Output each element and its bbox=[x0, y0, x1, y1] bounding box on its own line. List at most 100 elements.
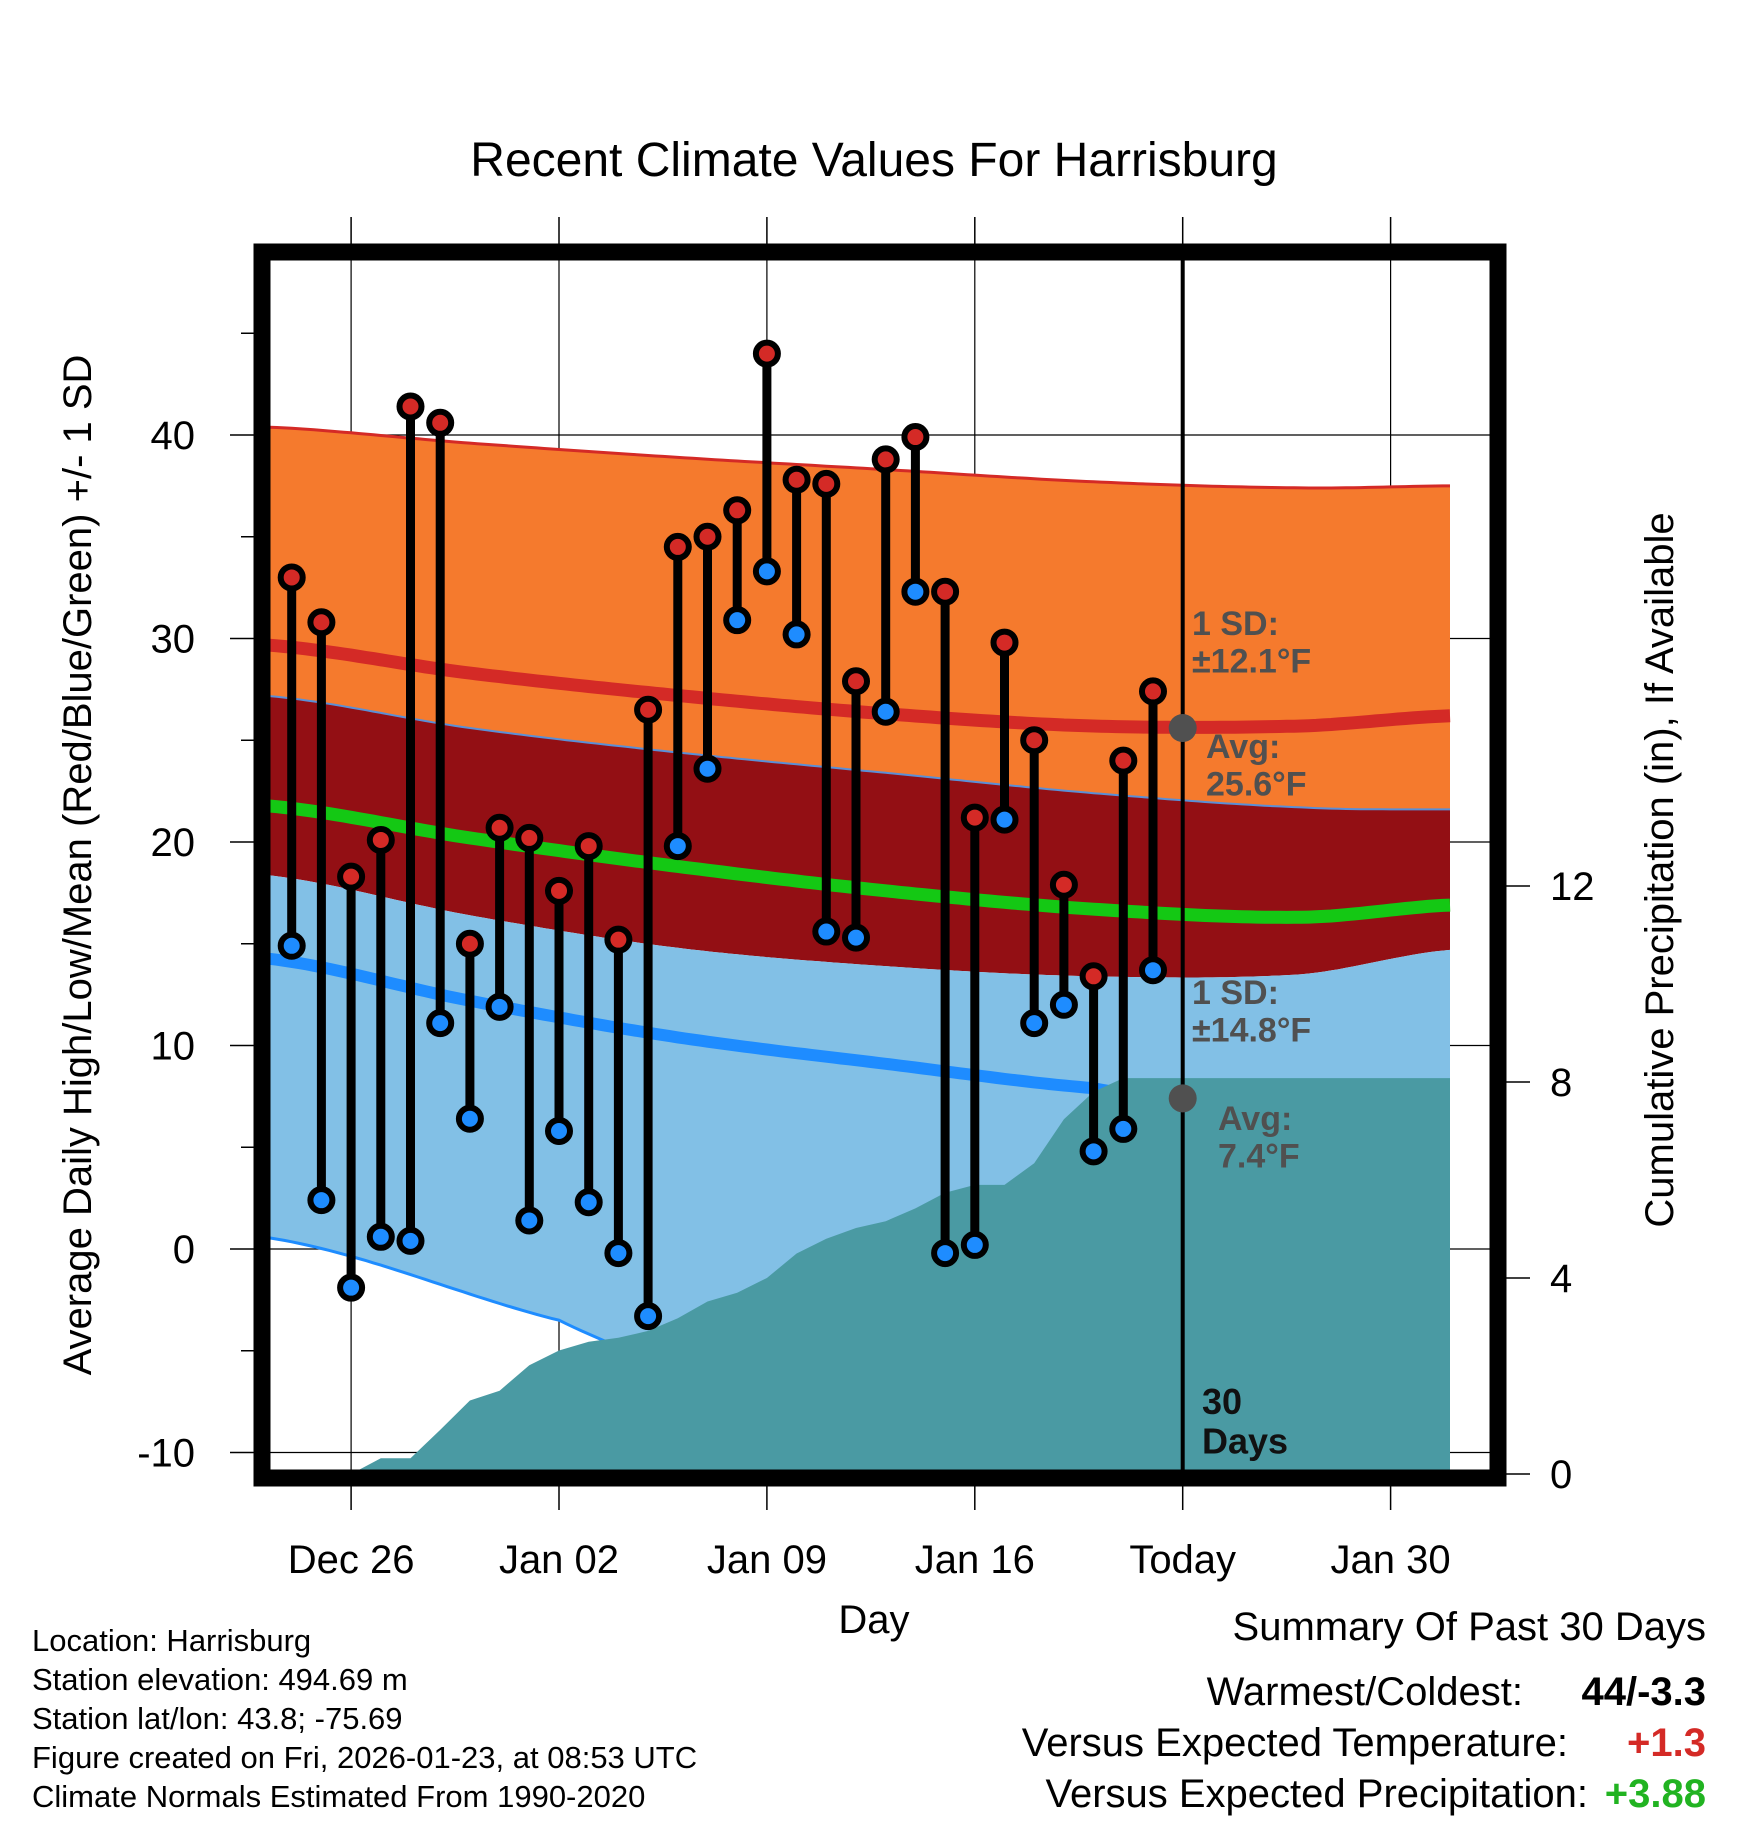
temp-row: Versus Expected Temperature: +1.3 bbox=[0, 1721, 1748, 1773]
y-tick-label: 20 bbox=[151, 821, 196, 865]
latlon-text: Station lat/lon: 43.8; -75.69 bbox=[32, 1701, 403, 1736]
daily-low-point bbox=[277, 931, 306, 960]
daily-low-point bbox=[752, 557, 781, 586]
daily-high-point bbox=[782, 465, 811, 494]
axes: Dec 26 Jan 02 Jan 09 Jan 16 Today Jan 3040302… bbox=[137, 217, 1595, 1582]
precip-value: +3.88 bbox=[1604, 1772, 1706, 1816]
y2-tick-label: 12 bbox=[1550, 865, 1595, 909]
daily-low-point bbox=[634, 1302, 663, 1331]
daily-low-point bbox=[693, 754, 722, 783]
daily-low-point bbox=[426, 1009, 455, 1038]
daily-high-point bbox=[545, 876, 573, 905]
daily-high-point bbox=[1079, 962, 1108, 991]
daily-high-point bbox=[366, 825, 395, 854]
daily-low-point bbox=[812, 917, 841, 946]
y-tick-label: 30 bbox=[151, 618, 196, 662]
daily-high-point bbox=[990, 628, 1019, 657]
daily-high-point bbox=[960, 803, 989, 832]
daily-high-point bbox=[931, 577, 960, 606]
daily-high-point bbox=[396, 392, 425, 421]
x-tick-label: Dec 26 bbox=[288, 1538, 415, 1582]
daily-low-point bbox=[1020, 1009, 1049, 1038]
daily-high-point bbox=[574, 832, 603, 861]
high-sd-annotation: 1 SD: ±12.1°F bbox=[1192, 605, 1311, 680]
daily-high-point bbox=[901, 423, 930, 452]
y2-tick-label: 0 bbox=[1550, 1453, 1572, 1497]
daily-high-point bbox=[693, 522, 722, 551]
x-tick-label: Today bbox=[1129, 1538, 1236, 1582]
daily-low-point bbox=[990, 805, 1019, 834]
daily-high-point bbox=[812, 469, 841, 498]
daily-low-point bbox=[931, 1239, 960, 1268]
daily-high-point bbox=[604, 925, 633, 954]
daily-high-point bbox=[1049, 870, 1078, 899]
station-info: Location: Harrisburg Station elevation: … bbox=[32, 1621, 697, 1816]
precip-row: Versus Expected Precipitation: +3.88 bbox=[0, 1772, 1748, 1824]
x-axis-label: Day bbox=[838, 1598, 909, 1642]
y2-axis-label: Cumulative Precipitation (in), If Availa… bbox=[1638, 512, 1682, 1227]
daily-low-point bbox=[960, 1230, 989, 1259]
daily-high-point bbox=[1109, 746, 1138, 775]
y-axis-label: Average Daily High/Low/Mean (Red/Blue/Gr… bbox=[56, 355, 100, 1376]
low-avg-annotation: Avg: 7.4°F bbox=[1218, 1100, 1300, 1175]
days-annotation: 30 Days bbox=[1202, 1381, 1288, 1462]
daily-low-point bbox=[1049, 990, 1078, 1019]
chart-marks: 1 SD: ±12.1°F Avg: 25.6°F 1 SD: ±14.8°F Avg: 7.… bbox=[277, 339, 1311, 1462]
daily-low-point bbox=[545, 1116, 573, 1145]
daily-high-point bbox=[752, 339, 781, 368]
daily-high-point bbox=[485, 813, 514, 842]
elevation-text: Station elevation: 494.69 m bbox=[32, 1662, 408, 1697]
high-avg-annotation: Avg: 25.6°F bbox=[1206, 728, 1307, 803]
y2-tick-label: 8 bbox=[1550, 1061, 1572, 1105]
normals-text: Climate Normals Estimated From 1990-2020 bbox=[32, 1779, 646, 1814]
daily-low-point bbox=[455, 1104, 484, 1133]
daily-high-point bbox=[871, 445, 900, 474]
y-tick-label: 10 bbox=[151, 1025, 196, 1069]
precip-label: Versus Expected Precipitation: bbox=[1045, 1772, 1588, 1816]
daily-low-point bbox=[396, 1226, 425, 1255]
normal-low-line bbox=[262, 952, 1184, 1105]
daily-low-point bbox=[842, 923, 870, 952]
daily-low-point bbox=[485, 992, 514, 1021]
chart-title: Recent Climate Values For Harrisburg bbox=[470, 134, 1277, 187]
daily-low-point bbox=[1079, 1137, 1108, 1166]
plot-frame bbox=[253, 243, 1507, 1487]
daily-low-point bbox=[1139, 956, 1167, 985]
y-tick-label: 0 bbox=[173, 1228, 195, 1272]
warm-cold-value: 44/-3.3 bbox=[1581, 1670, 1706, 1714]
daily-low-point bbox=[782, 620, 811, 649]
daily-high-point bbox=[307, 608, 336, 637]
y2-tick-label: 4 bbox=[1550, 1257, 1572, 1301]
warm-cold-label: Warmest/Coldest: bbox=[1206, 1670, 1523, 1714]
y-tick-label: -10 bbox=[137, 1432, 195, 1476]
daily-high-point bbox=[663, 532, 692, 561]
y-tick-label: 40 bbox=[151, 414, 196, 458]
daily-high-point bbox=[723, 496, 752, 525]
daily-high-point bbox=[1139, 677, 1167, 706]
daily-low-point bbox=[871, 697, 900, 726]
location-text: Location: Harrisburg bbox=[32, 1623, 312, 1658]
warm-cold-row: Warmest/Coldest: 44/-3.3 bbox=[0, 1670, 1748, 1722]
temp-value: +1.3 bbox=[1627, 1721, 1706, 1765]
daily-high-point bbox=[515, 823, 544, 852]
today-low-avg-point bbox=[1168, 1084, 1197, 1113]
daily-low-point bbox=[663, 832, 692, 861]
low-sd-annotation: 1 SD: ±14.8°F bbox=[1192, 974, 1311, 1049]
created-text: Figure created on Fri, 2026-01-23, at 08… bbox=[32, 1740, 698, 1775]
daily-high-point bbox=[842, 667, 870, 696]
cumulative-precip-area bbox=[351, 1078, 1450, 1478]
daily-low-point bbox=[723, 606, 752, 635]
daily-low-point bbox=[1109, 1114, 1138, 1143]
daily-low-point bbox=[366, 1222, 395, 1251]
x-tick-label: Jan 09 bbox=[707, 1538, 827, 1582]
daily-low-point bbox=[901, 577, 930, 606]
daily-low-point bbox=[337, 1273, 366, 1302]
daily-low-point bbox=[515, 1206, 544, 1235]
high-upper-line bbox=[262, 425, 1450, 490]
x-tick-label: Jan 30 bbox=[1331, 1538, 1451, 1582]
today-high-avg-point bbox=[1168, 714, 1197, 743]
x-tick-label: Jan 02 bbox=[499, 1538, 619, 1582]
daily-low-point bbox=[604, 1239, 633, 1268]
temp-label: Versus Expected Temperature: bbox=[1021, 1721, 1568, 1765]
